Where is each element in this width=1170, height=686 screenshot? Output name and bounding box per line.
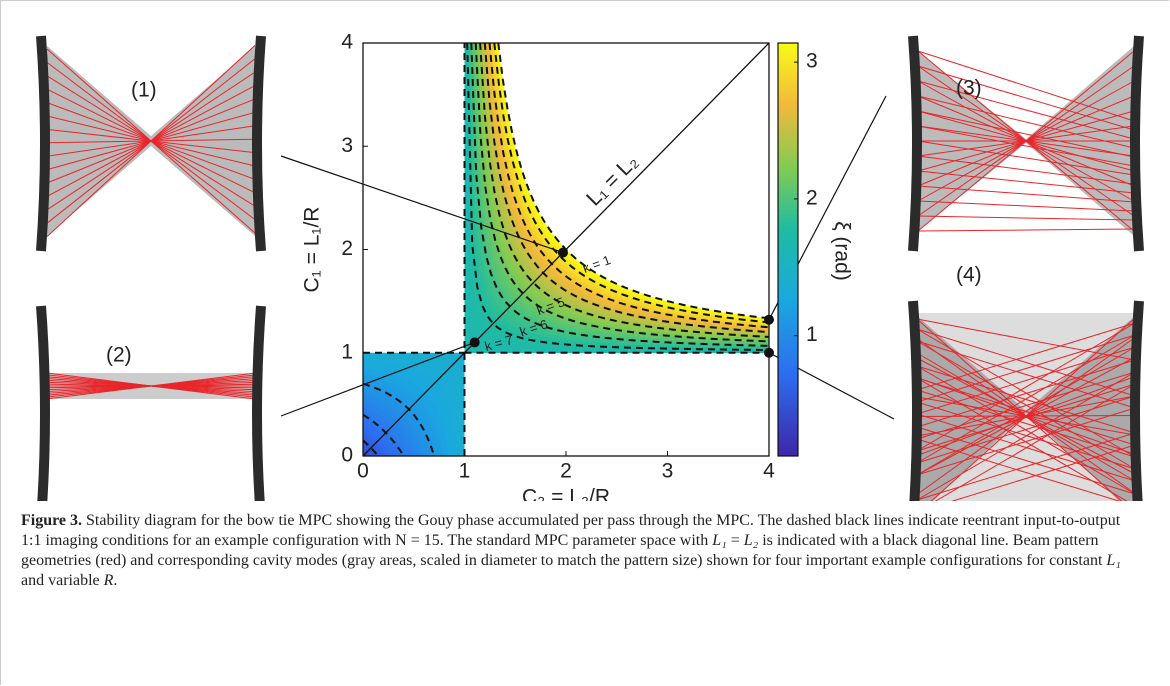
- point: [557, 247, 568, 258]
- ray: [917, 50, 1135, 122]
- caption-text: L₂: [743, 532, 759, 549]
- mirror: [252, 35, 266, 252]
- mirror: [36, 35, 50, 252]
- caption-text: R: [103, 572, 114, 589]
- ray: [916, 317, 1136, 515]
- mirror: [908, 35, 922, 252]
- mode-area: [917, 316, 1135, 516]
- ray: [917, 228, 1135, 232]
- point: [764, 314, 774, 325]
- ray: [916, 426, 1136, 495]
- y-tick-label: 0: [341, 444, 353, 467]
- ray: [917, 80, 1135, 140]
- ray: [917, 200, 1135, 212]
- ray: [916, 401, 1136, 470]
- ray: [916, 432, 1136, 501]
- mirror: [252, 305, 266, 522]
- colorbar-tick-label: 2: [806, 186, 818, 209]
- panel-label: (1): [131, 79, 157, 102]
- ray: [916, 413, 1136, 482]
- caption-text: L₁: [712, 532, 727, 549]
- ray: [917, 110, 1135, 158]
- mirror: [1130, 35, 1144, 252]
- ray: [917, 215, 1135, 221]
- caption-text: is indicated with a black diagonal line.…: [21, 532, 1107, 569]
- ray: [916, 346, 1136, 476]
- ray: [916, 340, 1136, 470]
- colorbar-label: ξ (rad): [830, 221, 853, 281]
- caption: Figure 3. Stability diagram for the bow …: [21, 511, 1131, 591]
- ray: [916, 438, 1136, 507]
- ray: [917, 125, 1135, 167]
- ray: [917, 140, 1135, 176]
- contour-label: k = 7: [483, 332, 514, 354]
- panel-label: (2): [106, 344, 132, 367]
- ray: [916, 328, 1136, 397]
- ray: [917, 170, 1135, 194]
- x-tick-label: 4: [763, 460, 775, 483]
- x-axis-label: C₂ = L₂/R: [522, 486, 610, 501]
- x-tick-label: 0: [357, 460, 369, 483]
- y-axis-label: C₁ = L₁/R: [301, 207, 324, 293]
- ray: [916, 444, 1136, 513]
- ray: [46, 372, 256, 400]
- caption-text: Stability diagram for the bow tie MPC sh…: [21, 512, 1121, 549]
- ray: [916, 340, 1136, 409]
- ray: [916, 395, 1136, 464]
- contour-line: [479, 43, 769, 338]
- contour-line: [363, 413, 405, 456]
- ray: [916, 352, 1136, 482]
- ray: [917, 65, 1135, 131]
- ray: [917, 95, 1135, 149]
- point: [469, 337, 480, 348]
- mirror-panels: [36, 35, 1144, 524]
- caption-text: L₁: [1106, 552, 1121, 569]
- contour-line: [493, 43, 769, 324]
- colorbar-tick-label: 1: [806, 323, 818, 346]
- y-tick-label: 2: [341, 237, 353, 260]
- x-tick-label: 1: [459, 460, 471, 483]
- y-tick-label: 1: [341, 340, 353, 363]
- ray: [917, 185, 1135, 203]
- contour-line: [363, 439, 379, 456]
- ray: [916, 334, 1136, 464]
- panel-label: (4): [956, 264, 982, 287]
- x-tick-label: 3: [662, 460, 674, 483]
- contour-line: [488, 43, 769, 329]
- y-tick-label: 3: [341, 134, 353, 157]
- ray: [916, 389, 1136, 458]
- contour-line: [466, 43, 769, 351]
- ray: [916, 318, 1136, 361]
- contour-line: [363, 382, 436, 456]
- y-tick-label: 4: [341, 31, 353, 54]
- caption-text: .: [113, 572, 118, 589]
- ray: [916, 322, 1136, 391]
- panel-label: (3): [956, 77, 982, 100]
- point: [764, 347, 774, 358]
- x-tick-label: 2: [560, 460, 572, 483]
- colorbar: [777, 42, 799, 457]
- mirror: [36, 305, 50, 522]
- caption-label: Figure 3.: [21, 512, 83, 529]
- mirror: [1130, 300, 1144, 524]
- ray: [917, 50, 1135, 232]
- connector: [280, 155, 564, 254]
- figure-graphic: (1) (2) (3) (4) 0 1 2 3 4 0 1 2 3 4 C₂ = L₂/R C₁ = …: [36, 31, 1144, 524]
- contour-label: k = 1: [581, 252, 613, 276]
- contour-line: [470, 43, 769, 347]
- ray: [46, 45, 256, 237]
- ray: [916, 328, 1136, 458]
- ray: [916, 407, 1136, 476]
- caption-text: and variable: [21, 572, 104, 589]
- mirror: [908, 300, 922, 524]
- connector: [280, 341, 475, 417]
- caption-text: =: [726, 532, 744, 549]
- contour-line: [497, 43, 769, 320]
- colorbar-tick-label: 3: [806, 50, 818, 73]
